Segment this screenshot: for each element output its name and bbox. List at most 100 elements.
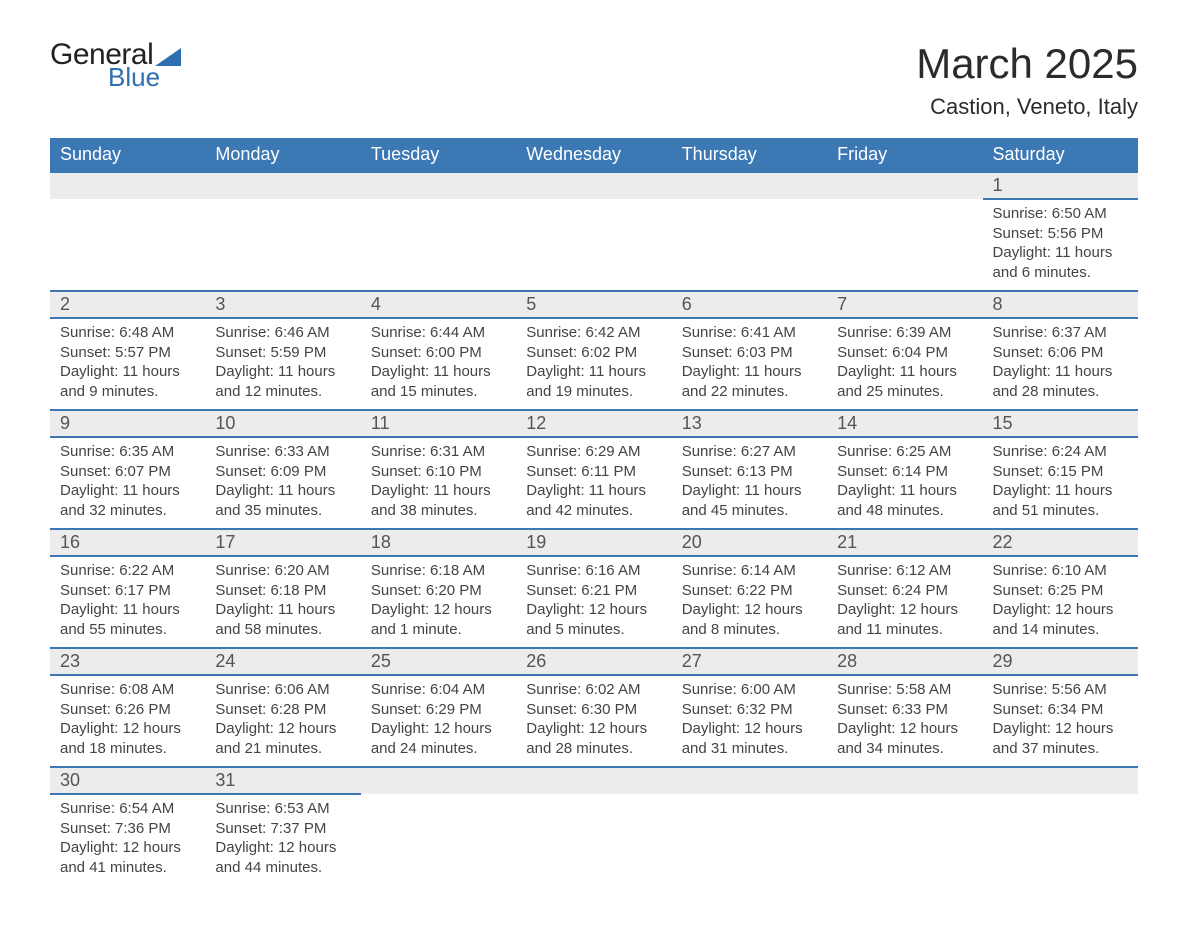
- day-data: Sunrise: 6:04 AMSunset: 6:29 PMDaylight:…: [361, 676, 516, 766]
- day-data: Sunrise: 6:25 AMSunset: 6:14 PMDaylight:…: [827, 438, 982, 528]
- sunset: Sunset: 6:07 PM: [60, 462, 195, 482]
- day-data: Sunrise: 6:29 AMSunset: 6:11 PMDaylight:…: [516, 438, 671, 528]
- daylight: Daylight: 11 hours and 6 minutes.: [993, 243, 1128, 282]
- sunrise: Sunrise: 6:24 AM: [993, 442, 1128, 462]
- calendar-table: SundayMondayTuesdayWednesdayThursdayFrid…: [50, 138, 1138, 885]
- sunset: Sunset: 6:13 PM: [682, 462, 817, 482]
- sunset: Sunset: 6:29 PM: [371, 700, 506, 720]
- sunrise: Sunrise: 6:20 AM: [215, 561, 350, 581]
- daylight: Daylight: 11 hours and 58 minutes.: [215, 600, 350, 639]
- daylight: Daylight: 12 hours and 1 minute.: [371, 600, 506, 639]
- sunrise: Sunrise: 6:08 AM: [60, 680, 195, 700]
- day-number: 22: [983, 530, 1138, 555]
- sunset: Sunset: 6:33 PM: [837, 700, 972, 720]
- weekday-header-row: SundayMondayTuesdayWednesdayThursdayFrid…: [50, 138, 1138, 172]
- day-data: Sunrise: 6:10 AMSunset: 6:25 PMDaylight:…: [983, 557, 1138, 647]
- day-data: Sunrise: 5:56 AMSunset: 6:34 PMDaylight:…: [983, 676, 1138, 766]
- daylight: Daylight: 11 hours and 42 minutes.: [526, 481, 661, 520]
- daylight: Daylight: 12 hours and 28 minutes.: [526, 719, 661, 758]
- day-data: Sunrise: 6:12 AMSunset: 6:24 PMDaylight:…: [827, 557, 982, 647]
- day-number: 17: [205, 530, 360, 555]
- day-data: Sunrise: 6:24 AMSunset: 6:15 PMDaylight:…: [983, 438, 1138, 528]
- day-data: Sunrise: 6:46 AMSunset: 5:59 PMDaylight:…: [205, 319, 360, 409]
- day-data: Sunrise: 6:37 AMSunset: 6:06 PMDaylight:…: [983, 319, 1138, 409]
- day-number: 23: [50, 649, 205, 674]
- daylight: Daylight: 11 hours and 51 minutes.: [993, 481, 1128, 520]
- sunset: Sunset: 6:26 PM: [60, 700, 195, 720]
- sunrise: Sunrise: 6:12 AM: [837, 561, 972, 581]
- daylight: Daylight: 11 hours and 38 minutes.: [371, 481, 506, 520]
- sunrise: Sunrise: 6:25 AM: [837, 442, 972, 462]
- day-number: 29: [983, 649, 1138, 674]
- sunrise: Sunrise: 6:33 AM: [215, 442, 350, 462]
- sunset: Sunset: 6:09 PM: [215, 462, 350, 482]
- sunrise: Sunrise: 6:50 AM: [993, 204, 1128, 224]
- daylight: Daylight: 12 hours and 37 minutes.: [993, 719, 1128, 758]
- daylight: Daylight: 11 hours and 19 minutes.: [526, 362, 661, 401]
- day-number: 5: [516, 292, 671, 317]
- sunrise: Sunrise: 6:04 AM: [371, 680, 506, 700]
- day-number: 2: [50, 292, 205, 317]
- day-data: Sunrise: 6:35 AMSunset: 6:07 PMDaylight:…: [50, 438, 205, 528]
- day-number: 18: [361, 530, 516, 555]
- day-number: 16: [50, 530, 205, 555]
- weekday-header: Thursday: [672, 138, 827, 172]
- daylight: Daylight: 12 hours and 8 minutes.: [682, 600, 817, 639]
- day-data: Sunrise: 6:00 AMSunset: 6:32 PMDaylight:…: [672, 676, 827, 766]
- sunset: Sunset: 5:59 PM: [215, 343, 350, 363]
- sunrise: Sunrise: 6:27 AM: [682, 442, 817, 462]
- daylight: Daylight: 11 hours and 25 minutes.: [837, 362, 972, 401]
- day-number: 14: [827, 411, 982, 436]
- daydata-row: Sunrise: 6:48 AMSunset: 5:57 PMDaylight:…: [50, 318, 1138, 410]
- daydata-row: Sunrise: 6:54 AMSunset: 7:36 PMDaylight:…: [50, 794, 1138, 885]
- sunrise: Sunrise: 5:56 AM: [993, 680, 1128, 700]
- sunrise: Sunrise: 6:29 AM: [526, 442, 661, 462]
- day-data: Sunrise: 6:48 AMSunset: 5:57 PMDaylight:…: [50, 319, 205, 409]
- day-number: 11: [361, 411, 516, 436]
- sunrise: Sunrise: 5:58 AM: [837, 680, 972, 700]
- sunset: Sunset: 6:04 PM: [837, 343, 972, 363]
- day-data: Sunrise: 6:14 AMSunset: 6:22 PMDaylight:…: [672, 557, 827, 647]
- sunrise: Sunrise: 6:39 AM: [837, 323, 972, 343]
- day-number: 4: [361, 292, 516, 317]
- day-data: Sunrise: 6:42 AMSunset: 6:02 PMDaylight:…: [516, 319, 671, 409]
- sunrise: Sunrise: 6:06 AM: [215, 680, 350, 700]
- daylight: Daylight: 12 hours and 14 minutes.: [993, 600, 1128, 639]
- day-data: Sunrise: 6:20 AMSunset: 6:18 PMDaylight:…: [205, 557, 360, 647]
- daynum-row: 3031: [50, 767, 1138, 794]
- daylight: Daylight: 11 hours and 28 minutes.: [993, 362, 1128, 401]
- daynum-row: 9101112131415: [50, 410, 1138, 437]
- day-data: Sunrise: 6:53 AMSunset: 7:37 PMDaylight:…: [205, 795, 360, 885]
- sunset: Sunset: 5:57 PM: [60, 343, 195, 363]
- sail-icon: [155, 48, 181, 66]
- daylight: Daylight: 12 hours and 11 minutes.: [837, 600, 972, 639]
- day-number: 28: [827, 649, 982, 674]
- daynum-row: 23242526272829: [50, 648, 1138, 675]
- sunrise: Sunrise: 6:35 AM: [60, 442, 195, 462]
- title-block: March 2025 Castion, Veneto, Italy: [916, 40, 1138, 120]
- day-number: 13: [672, 411, 827, 436]
- day-data: Sunrise: 6:16 AMSunset: 6:21 PMDaylight:…: [516, 557, 671, 647]
- day-number: 19: [516, 530, 671, 555]
- sunrise: Sunrise: 6:48 AM: [60, 323, 195, 343]
- sunset: Sunset: 6:34 PM: [993, 700, 1128, 720]
- day-number: 9: [50, 411, 205, 436]
- day-number: 30: [50, 768, 205, 793]
- daylight: Daylight: 11 hours and 45 minutes.: [682, 481, 817, 520]
- weekday-header: Tuesday: [361, 138, 516, 172]
- sunset: Sunset: 6:11 PM: [526, 462, 661, 482]
- day-number: 21: [827, 530, 982, 555]
- sunset: Sunset: 6:06 PM: [993, 343, 1128, 363]
- day-number: 3: [205, 292, 360, 317]
- daylight: Daylight: 11 hours and 9 minutes.: [60, 362, 195, 401]
- day-number: 12: [516, 411, 671, 436]
- sunrise: Sunrise: 6:41 AM: [682, 323, 817, 343]
- sunset: Sunset: 6:25 PM: [993, 581, 1128, 601]
- daynum-row: 2345678: [50, 291, 1138, 318]
- daylight: Daylight: 11 hours and 48 minutes.: [837, 481, 972, 520]
- sunset: Sunset: 6:15 PM: [993, 462, 1128, 482]
- day-data: Sunrise: 6:22 AMSunset: 6:17 PMDaylight:…: [50, 557, 205, 647]
- location: Castion, Veneto, Italy: [916, 94, 1138, 120]
- day-data: Sunrise: 6:08 AMSunset: 6:26 PMDaylight:…: [50, 676, 205, 766]
- daylight: Daylight: 11 hours and 15 minutes.: [371, 362, 506, 401]
